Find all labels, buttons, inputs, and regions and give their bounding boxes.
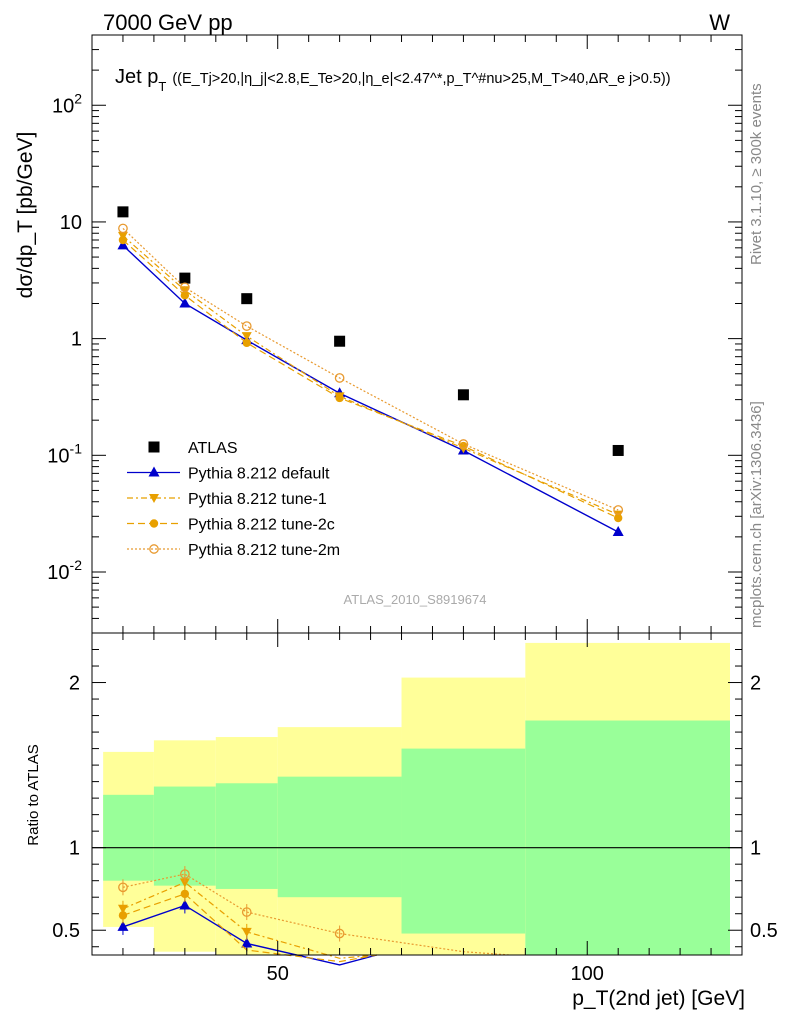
main-marks — [117, 206, 624, 537]
data-point — [457, 389, 469, 401]
uncertainty-band-green — [401, 748, 526, 934]
ratio-bands — [92, 642, 742, 955]
x-tick-label: 100 — [571, 963, 604, 985]
y-tick-label: 10-2 — [47, 557, 82, 584]
legend-marker — [148, 441, 160, 453]
data-point — [118, 235, 128, 245]
data-point — [241, 332, 252, 342]
data-point — [117, 206, 129, 218]
ratio-point — [117, 920, 129, 931]
data-point — [335, 393, 344, 403]
legend-marker — [148, 466, 160, 477]
ratio-axes: 0.5 0.5 1 1 2 2 50 100 — [52, 633, 778, 985]
ratio-y-tick-label-right: 0.5 — [750, 920, 778, 942]
ratio-y-axis-label: Ratio to ATLAS — [25, 744, 42, 845]
ratio-point — [334, 928, 345, 939]
data-point — [117, 239, 129, 250]
legend-label: Pythia 8.212 tune-2m — [188, 542, 340, 559]
energy-label: 7000 GeV pp — [103, 10, 233, 35]
ratio-point — [180, 869, 190, 879]
series-line — [122, 244, 619, 533]
y-tick-label: 10-1 — [47, 440, 82, 467]
ratio-point — [179, 899, 191, 910]
uncertainty-band-green — [525, 720, 730, 955]
ratio-series-line — [122, 873, 510, 956]
ratio-y-tick-label-right: 1 — [750, 838, 761, 860]
uncertainty-band-green — [215, 783, 278, 889]
ratio-point — [241, 937, 253, 948]
uncertainty-band-green — [277, 776, 402, 898]
ratio-y-tick-label-left: 2 — [69, 673, 80, 695]
data-point — [180, 291, 190, 300]
plot-title: Jet pT ((E_Tj>20,|η_j|<2.8,E_Te>20,|η_e|<… — [115, 66, 671, 94]
ratio-series-line — [122, 881, 377, 959]
series-line — [122, 235, 619, 516]
ratio-point — [241, 927, 252, 937]
uncertainty-band-green — [103, 794, 154, 881]
watermark: ATLAS_2010_S8919674 — [344, 592, 487, 607]
data-point — [612, 444, 624, 456]
legend-label: Pythia 8.212 default — [188, 466, 330, 483]
data-point — [180, 282, 190, 293]
series-line — [122, 227, 619, 511]
plot-title-cuts: ((E_Tj>20,|η_j|<2.8,E_Te>20,|η_e|<2.47^*… — [172, 71, 670, 87]
data-point — [118, 223, 128, 234]
main-axes: 10-2 10-1 1 10 102 — [47, 34, 743, 634]
side-label-top: Rivet 3.1.10, ≥ 300k events — [748, 83, 765, 265]
data-point — [612, 526, 624, 537]
ratio-point — [118, 882, 128, 893]
data-point — [613, 513, 623, 523]
main-y-axis-label: dσ/dp_T [pb/GeV] — [14, 132, 37, 299]
x-axis-label: p_T(2nd jet) [GeV] — [572, 987, 745, 1010]
ratio-y-tick-label-right: 2 — [750, 673, 761, 695]
data-point — [179, 297, 191, 308]
data-point — [613, 505, 624, 515]
legend-label: Pythia 8.212 tune-2c — [188, 517, 335, 534]
legend-label: ATLAS — [188, 440, 238, 457]
y-tick-label: 102 — [52, 90, 82, 117]
legend-marker — [149, 544, 159, 554]
data-point — [334, 373, 345, 383]
ratio-point — [118, 911, 128, 920]
series-line — [122, 239, 619, 519]
data-point — [179, 272, 191, 284]
y-tick-label: 10 — [60, 212, 82, 234]
side-label-bottom: mcplots.cern.ch [arXiv:1306.3436] — [748, 401, 765, 628]
data-point — [242, 338, 251, 348]
ratio-point — [179, 878, 190, 888]
main-panel: 10-2 10-1 1 10 102 dσ/dp_T [pb/GeV] Jet pT ((… — [14, 34, 743, 634]
legend-marker — [149, 494, 159, 503]
process-label: W — [709, 10, 730, 35]
ratio-y-tick-label-left: 1 — [69, 838, 80, 860]
data-point — [458, 439, 469, 449]
legend-marker — [149, 519, 159, 528]
legend-label: Pythia 8.212 tune-1 — [188, 491, 327, 508]
ratio-panel: 0.5 0.5 1 1 2 2 50 100 Ratio to ATLAS p_T(2nd j… — [25, 632, 778, 1010]
ratio-y-tick-label-left: 0.5 — [52, 920, 80, 942]
data-point — [241, 293, 253, 305]
plot-title-sub: T — [158, 79, 166, 94]
ratio-point — [180, 889, 190, 899]
y-tick-label: 1 — [71, 329, 82, 351]
data-point — [334, 335, 346, 347]
plot-title-main: Jet p — [115, 66, 158, 88]
legend: ATLAS Pythia 8.212 default Pythia 8.212 tu… — [127, 440, 340, 559]
ratio-point — [241, 907, 252, 917]
ratio-marks — [117, 866, 510, 966]
data-point — [241, 321, 252, 331]
x-tick-label: 50 — [267, 963, 289, 985]
